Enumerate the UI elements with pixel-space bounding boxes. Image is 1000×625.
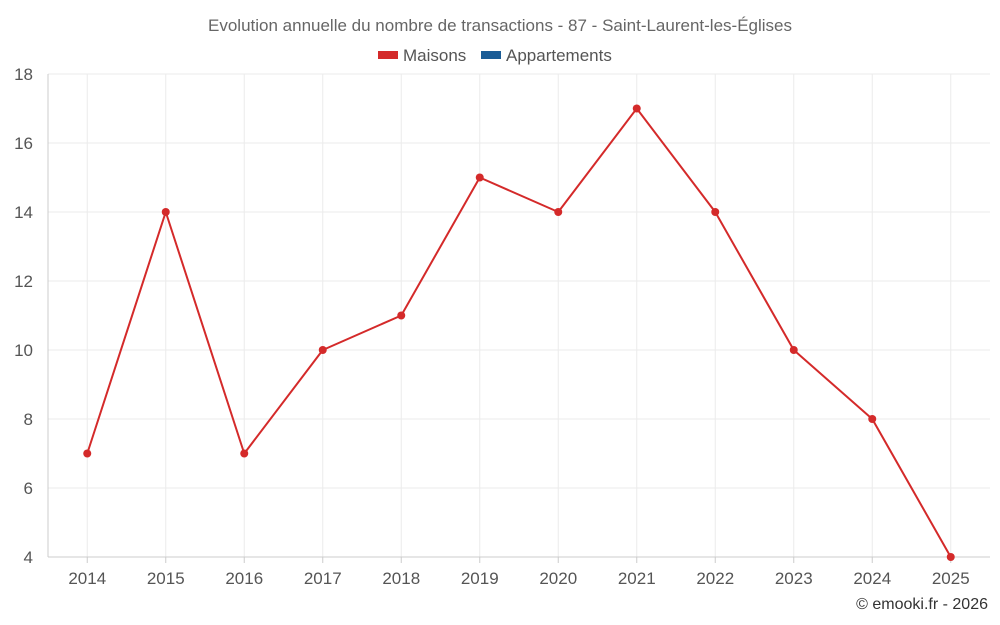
legend-item-appartements[interactable]: Appartements [481, 46, 612, 65]
axes [47, 74, 990, 563]
y-tick-label: 4 [24, 548, 33, 567]
data-point-2017[interactable] [318, 346, 327, 354]
series-maisons [83, 104, 955, 561]
y-tick-label: 6 [24, 479, 33, 498]
x-tick-label: 2015 [147, 569, 185, 588]
data-point-2022[interactable] [711, 208, 720, 216]
data-point-2021[interactable] [632, 104, 641, 113]
gridlines [48, 73, 990, 557]
data-point-2016[interactable] [240, 449, 249, 458]
y-axis-ticks: 4 6 8 10 12 14 16 18 [14, 65, 33, 567]
data-point-2024[interactable] [868, 415, 877, 423]
x-tick-label: 2017 [304, 569, 342, 588]
x-axis-ticks: 2014 2015 2016 2017 2018 2019 2020 2021 2022 2023… [68, 569, 969, 588]
x-tick-label: 2016 [225, 569, 263, 588]
legend-item-maisons[interactable]: Maisons [378, 46, 466, 65]
x-tick-label: 2024 [853, 569, 891, 588]
data-point-2025[interactable] [946, 553, 955, 561]
y-tick-label: 10 [14, 341, 33, 360]
data-point-2019[interactable] [475, 173, 484, 182]
legend: Maisons Appartements [378, 46, 612, 65]
y-tick-label: 16 [14, 134, 33, 153]
x-tick-label: 2014 [68, 569, 106, 588]
credit-text: © emooki.fr - 2026 [856, 596, 988, 613]
data-point-2015[interactable] [161, 208, 170, 216]
x-tick-label: 2022 [696, 569, 734, 588]
y-tick-label: 14 [14, 203, 33, 222]
data-point-2023[interactable] [789, 346, 798, 354]
legend-label-appartements: Appartements [506, 46, 612, 65]
data-point-2020[interactable] [554, 208, 563, 216]
x-tick-label: 2021 [618, 569, 656, 588]
y-tick-label: 12 [14, 272, 33, 291]
legend-swatch-maisons [378, 51, 398, 59]
data-point-2018[interactable] [397, 311, 406, 320]
series-line-maisons [86, 107, 952, 558]
y-tick-label: 8 [24, 410, 33, 429]
x-tick-label: 2023 [775, 569, 813, 588]
chart-title: Evolution annuelle du nombre de transact… [208, 16, 792, 35]
legend-label-maisons: Maisons [403, 46, 466, 65]
data-point-2014[interactable] [83, 449, 92, 458]
legend-swatch-appartements [481, 51, 501, 59]
x-tick-label: 2019 [461, 569, 499, 588]
y-tick-label: 18 [14, 65, 33, 84]
x-tick-label: 2020 [539, 569, 577, 588]
x-tick-label: 2025 [932, 569, 970, 588]
x-tick-label: 2018 [382, 569, 420, 588]
